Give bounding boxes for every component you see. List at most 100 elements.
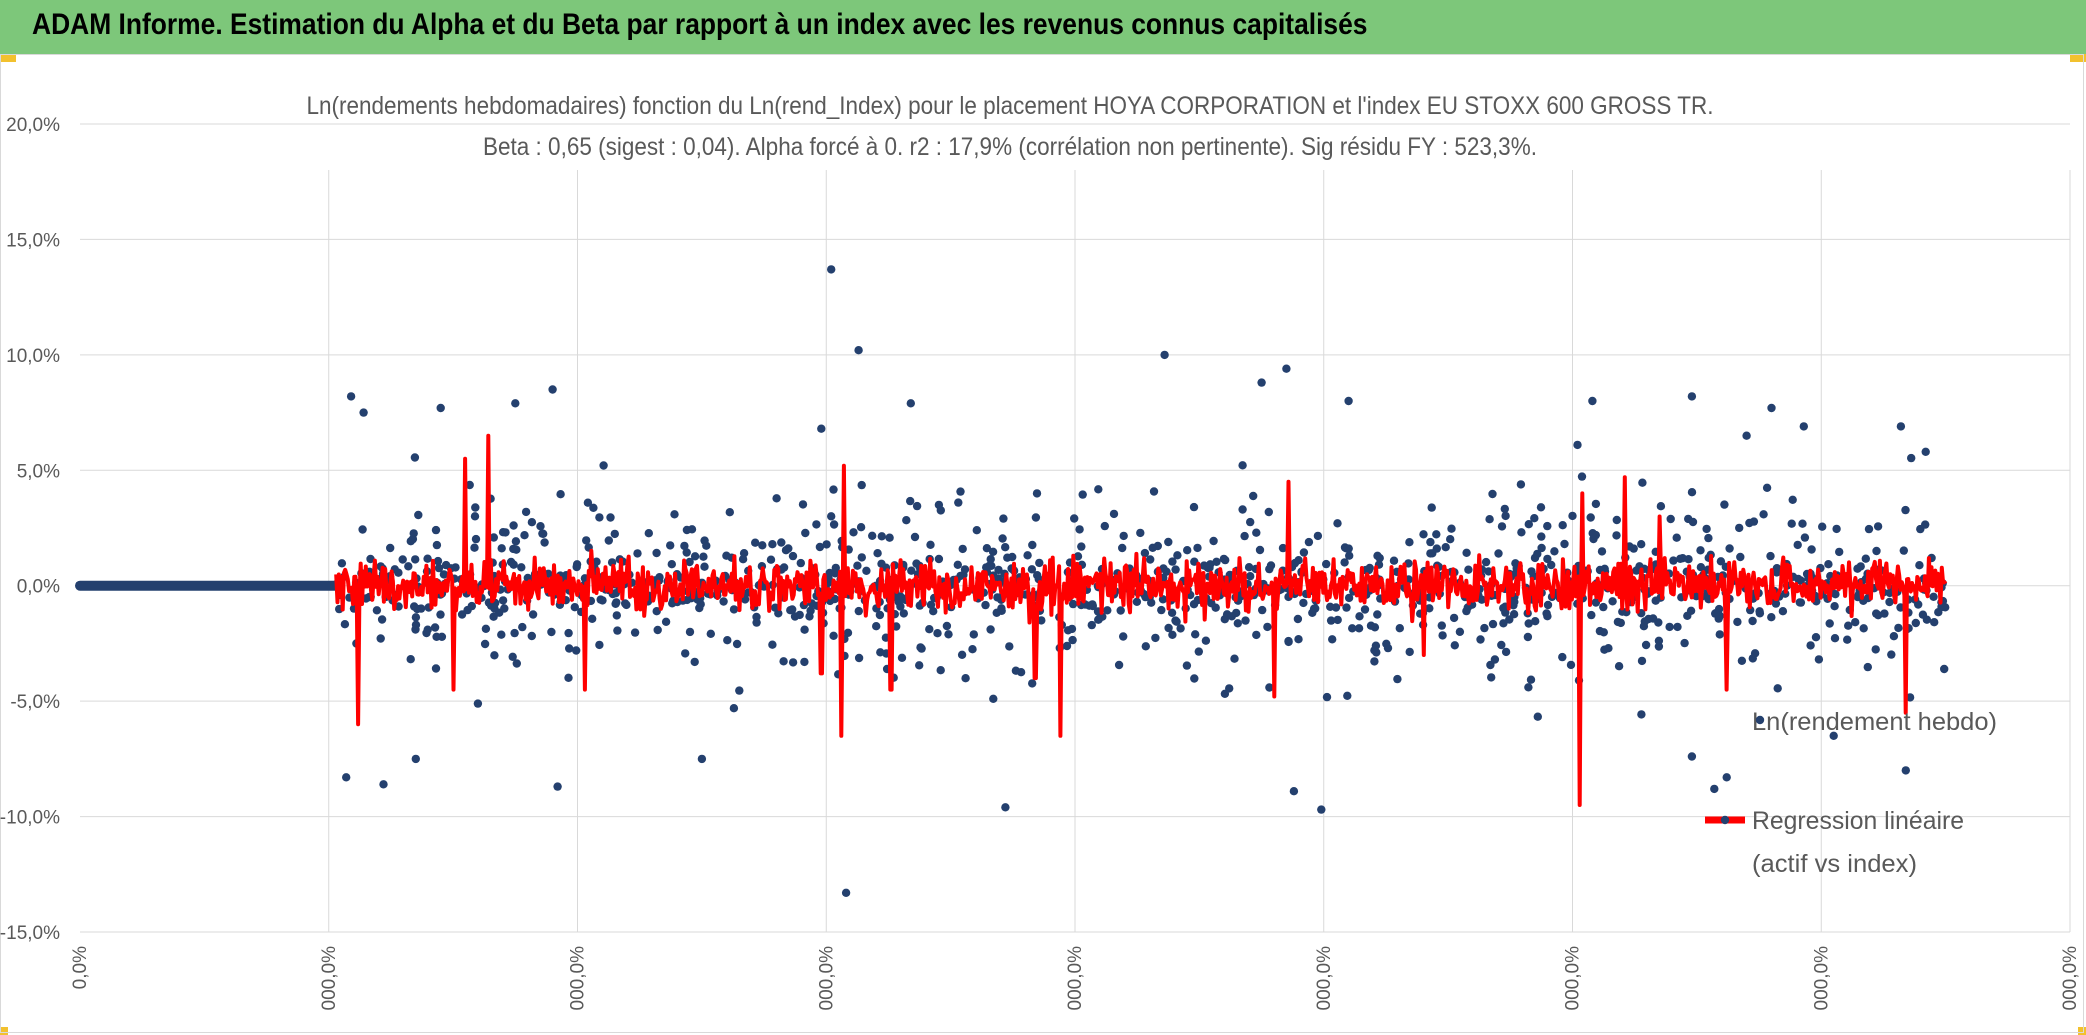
x-tick-label: 000,0% xyxy=(1314,946,1335,1011)
scatter-point xyxy=(1811,633,1821,642)
scatter-point xyxy=(1344,544,1353,553)
scatter-point xyxy=(1599,602,1608,612)
scatter-point xyxy=(548,385,557,394)
scatter-point xyxy=(706,629,715,638)
scatter-point xyxy=(521,507,531,517)
scatter-point xyxy=(897,653,907,662)
scatter-point xyxy=(1258,605,1267,615)
scatter-point xyxy=(1405,647,1414,657)
scatter-point xyxy=(1497,522,1507,531)
scatter-point xyxy=(829,631,838,640)
scatter-point xyxy=(954,498,963,507)
scatter-point xyxy=(1710,784,1719,794)
scatter-point xyxy=(510,628,519,638)
scatter-point xyxy=(685,627,695,637)
scatter-point xyxy=(1527,567,1536,576)
scatter-point xyxy=(613,626,622,635)
scatter-point xyxy=(1437,621,1447,630)
scatter-point xyxy=(873,549,882,558)
scatter-point xyxy=(1372,648,1381,657)
legend-marker-scatter xyxy=(1755,715,1765,725)
scatter-point xyxy=(1289,787,1299,796)
scatter-point xyxy=(682,548,691,557)
scatter-point xyxy=(1199,561,1209,570)
scatter-point xyxy=(1284,637,1293,647)
scatter-point xyxy=(699,552,708,561)
scatter-point xyxy=(1168,557,1177,566)
scatter-point xyxy=(1501,511,1510,521)
scatter-point xyxy=(1591,499,1601,509)
scatter-point xyxy=(1558,521,1567,530)
scatter-point xyxy=(1720,500,1729,509)
scatter-point xyxy=(1446,535,1455,544)
scatter-point xyxy=(926,540,935,549)
chart-legend: Ln(rendement hebdo) Regression linéaire (a… xyxy=(1705,708,1997,878)
scatter-point xyxy=(1937,602,1946,612)
scatter-point xyxy=(1157,605,1166,615)
scatter-point xyxy=(1005,642,1014,651)
scatter-point xyxy=(1533,712,1543,721)
scatter-point xyxy=(1859,624,1868,633)
scatter-point xyxy=(346,392,356,401)
scatter-point xyxy=(1419,530,1428,539)
scatter-point xyxy=(1488,619,1498,629)
scatter-point xyxy=(1873,522,1883,531)
scatter-point xyxy=(812,520,821,529)
scatter-point xyxy=(1299,548,1309,557)
scatter-point xyxy=(738,555,748,564)
scatter-point xyxy=(1501,647,1511,657)
scatter-point xyxy=(1119,632,1128,641)
scatter-point xyxy=(1543,521,1552,531)
scatter-point xyxy=(1164,537,1173,547)
scatter-point xyxy=(1293,614,1303,624)
scatter-point xyxy=(1183,546,1192,555)
scatter-point xyxy=(1331,603,1341,612)
scatter-point xyxy=(1586,513,1595,522)
scatter-point xyxy=(489,533,498,542)
scatter-point xyxy=(1373,610,1382,619)
scatter-point xyxy=(670,510,679,519)
scatter-point xyxy=(589,503,598,512)
scatter-point xyxy=(999,514,1008,523)
scatter-point xyxy=(498,596,508,605)
scatter-point xyxy=(518,622,527,632)
scatter-point xyxy=(556,490,565,499)
scatter-point xyxy=(1252,630,1261,640)
scatter-point xyxy=(572,560,582,569)
y-tick-label: -10,0% xyxy=(0,808,60,829)
scatter-point xyxy=(1340,558,1349,567)
scatter-point xyxy=(434,563,444,573)
scatter-point xyxy=(564,628,573,638)
x-tick-label: 000,0% xyxy=(568,946,589,1011)
scatter-point xyxy=(1759,510,1768,519)
scatter-point xyxy=(934,554,944,564)
scatter-point xyxy=(1901,766,1911,775)
scatter-point xyxy=(408,534,418,544)
scatter-point xyxy=(633,549,642,558)
scatter-point xyxy=(1212,557,1221,566)
scatter-point xyxy=(854,346,863,355)
scatter-point xyxy=(404,562,413,571)
scatter-point xyxy=(1687,488,1697,497)
scatter-point xyxy=(1094,615,1103,624)
scatter-point xyxy=(1244,563,1254,572)
scatter-point xyxy=(410,453,420,462)
scatter-point xyxy=(1766,551,1775,561)
scatter-point xyxy=(958,544,967,554)
scatter-point xyxy=(681,649,690,658)
regression-line-layer xyxy=(334,433,1948,807)
scatter-point xyxy=(1450,641,1460,650)
scatter-point xyxy=(779,563,789,572)
scatter-point xyxy=(1191,630,1200,639)
scatter-point xyxy=(1787,519,1796,528)
chart-subtitle: Beta : 0,65 (sigest : 0,04). Alpha forcé… xyxy=(483,133,1537,161)
scatter-point xyxy=(1530,514,1539,523)
scatter-point xyxy=(1735,523,1744,533)
scatter-point xyxy=(1333,615,1342,625)
scatter-point xyxy=(1880,609,1889,618)
scatter-point xyxy=(1531,617,1540,626)
scatter-point xyxy=(1676,554,1685,563)
scatter-point xyxy=(1035,558,1044,568)
x-tick-label: 000,0% xyxy=(1563,946,1584,1011)
scatter-point xyxy=(1762,483,1772,492)
